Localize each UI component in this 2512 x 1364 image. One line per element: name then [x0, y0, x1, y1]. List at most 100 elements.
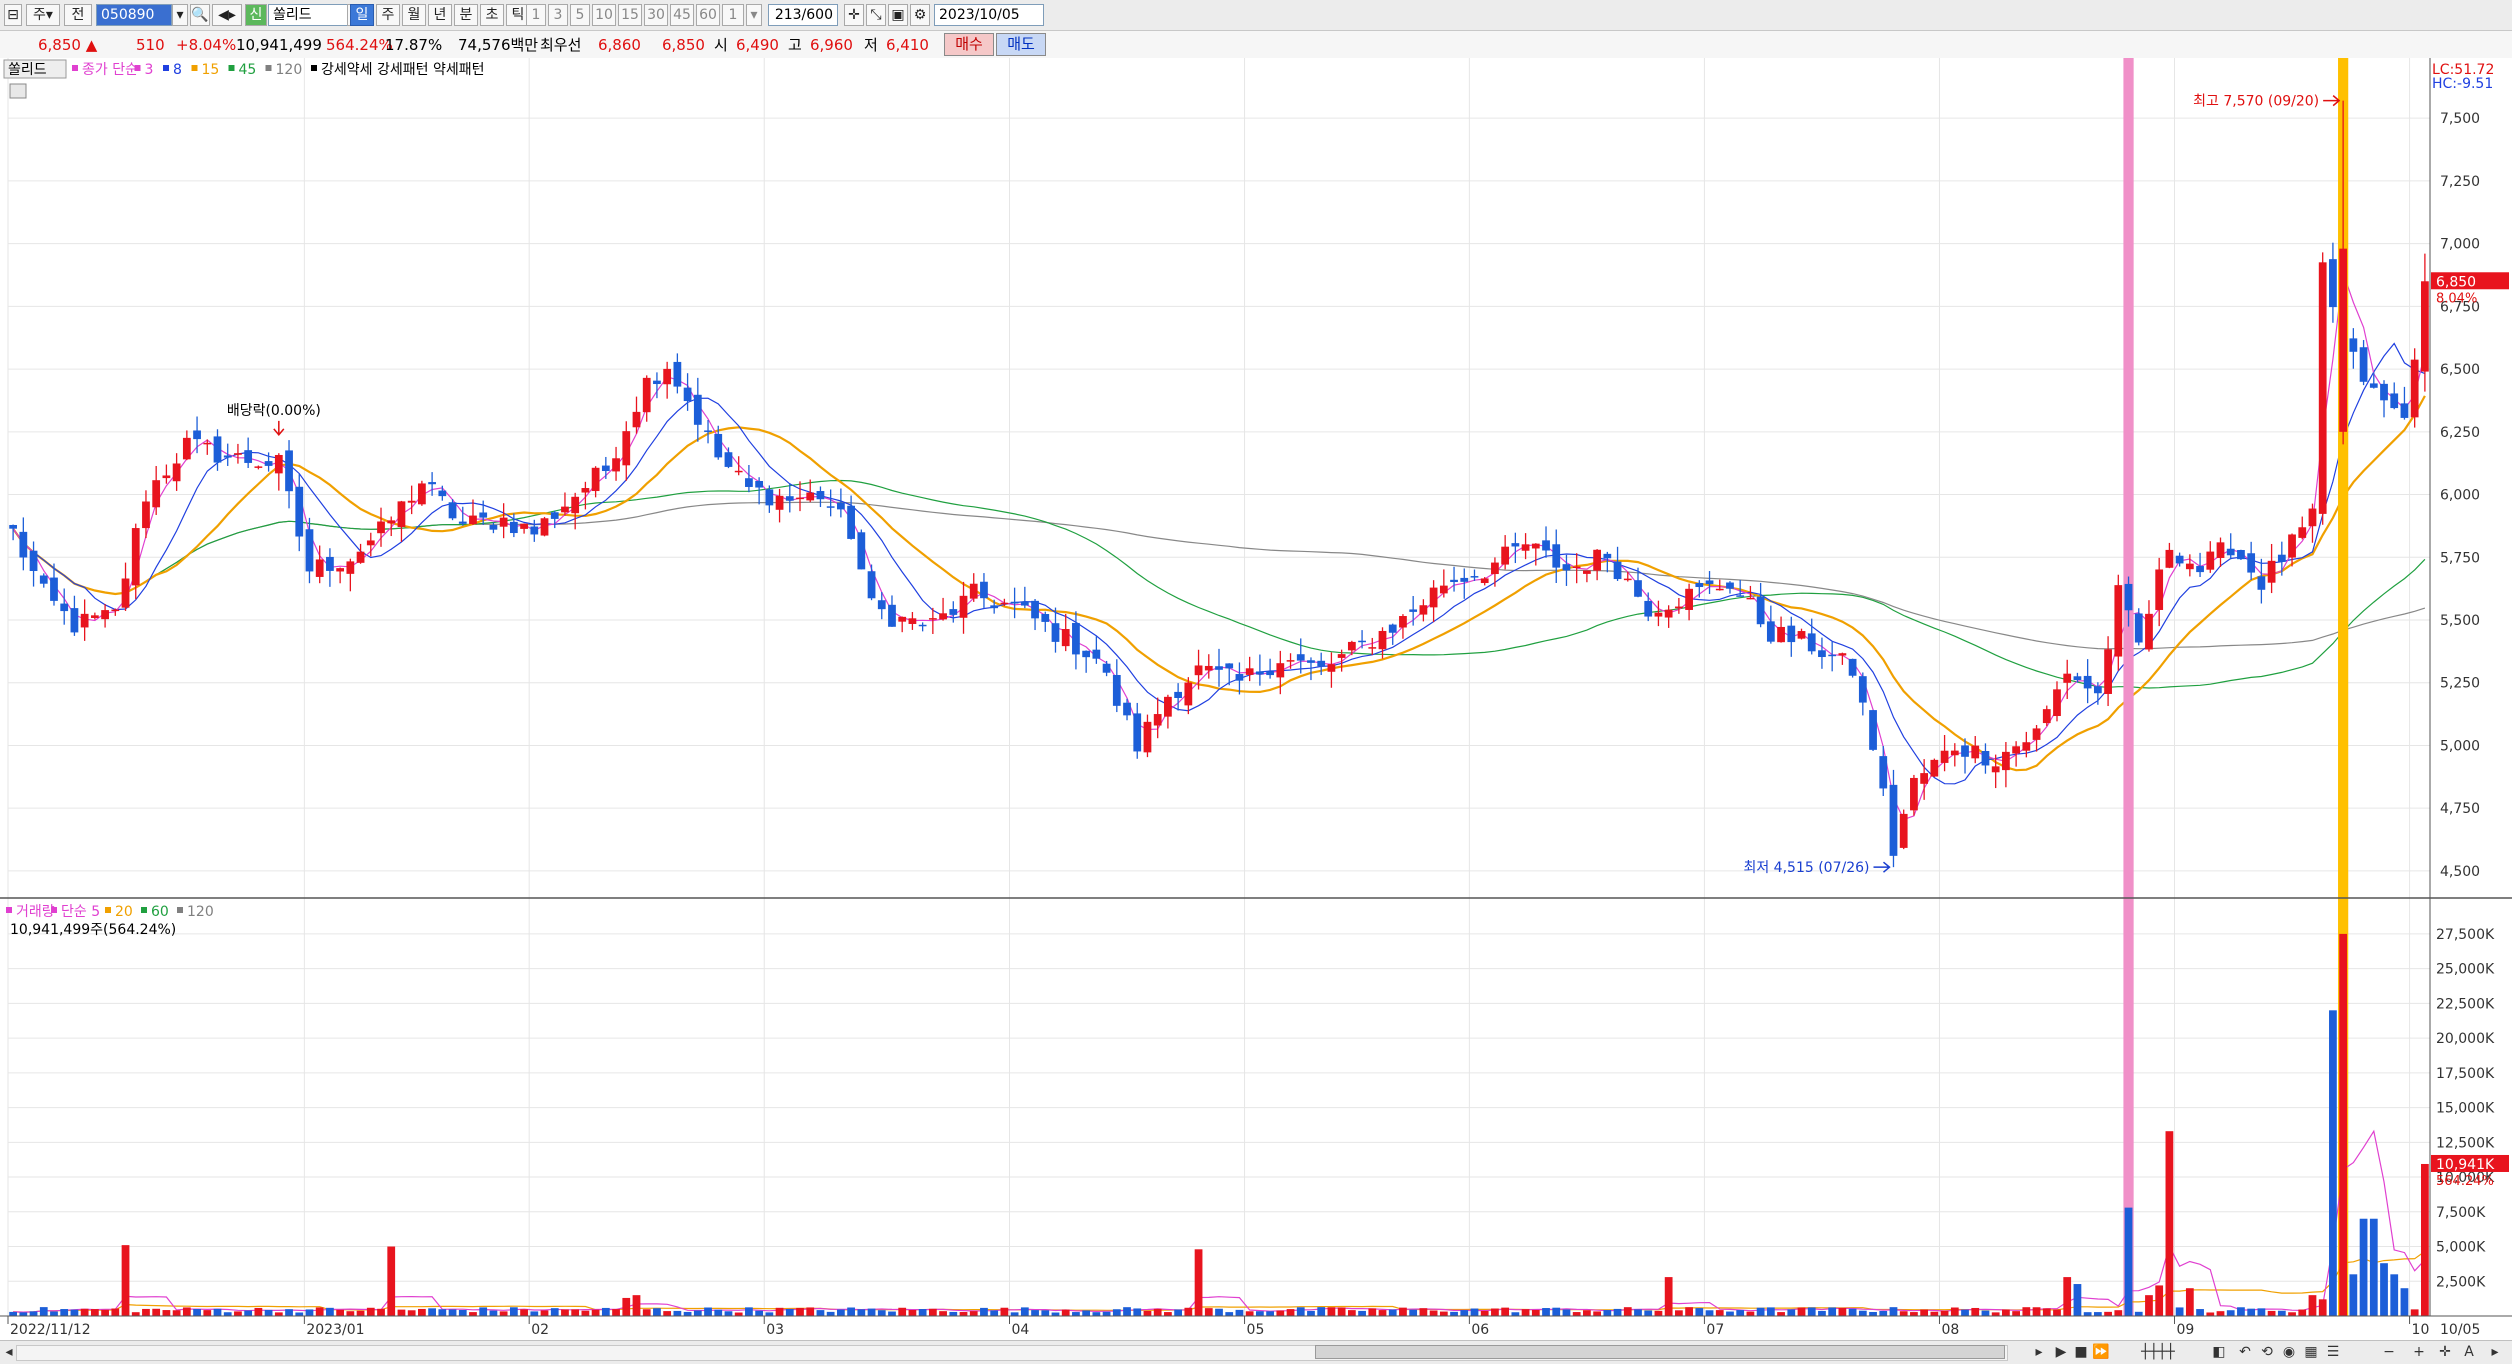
stock-chart[interactable]: 7,500 7,250 7,000 6,750 6,500 6,250 6,000 5,750…	[0, 58, 2512, 1340]
highlight-bars	[2123, 58, 2349, 1316]
crosshair-toggle-icon[interactable]: ✛	[2439, 1344, 2451, 1360]
candle-body	[898, 616, 907, 622]
volume-bar	[1051, 1312, 1060, 1316]
candle-body	[101, 610, 109, 620]
volume-bar	[479, 1307, 488, 1316]
volume-bar	[1552, 1307, 1561, 1316]
candle-body	[1797, 631, 1806, 639]
text-tool-icon[interactable]: A	[2464, 1344, 2474, 1360]
volume-bar	[2421, 1163, 2429, 1316]
price-change: 510	[136, 36, 165, 54]
type-select[interactable]: 주▾	[26, 4, 60, 26]
x-axis-tick: 03	[766, 1322, 784, 1338]
candle-body	[1031, 600, 1039, 619]
stop-icon[interactable]: ■	[2074, 1344, 2088, 1360]
list-icon[interactable]: ☰	[2326, 1344, 2340, 1360]
period-second-button[interactable]: 초	[480, 4, 504, 26]
save-icon[interactable]: ▣	[888, 4, 908, 26]
candle-body	[1286, 660, 1295, 662]
reset-icon[interactable]: ⟲	[2261, 1344, 2273, 1360]
volume-bar	[1204, 1308, 1213, 1316]
candle-body	[264, 461, 273, 466]
volume-bar	[959, 1312, 968, 1316]
volume-bar	[601, 1307, 610, 1316]
volume-bar	[908, 1310, 917, 1316]
jeon-button[interactable]: 전	[64, 4, 92, 26]
volume-bar	[1010, 1312, 1019, 1316]
candle-body	[50, 577, 58, 601]
candle-body	[1184, 682, 1193, 706]
minute-option-30[interactable]: 30	[644, 4, 668, 26]
volume-bar	[1266, 1311, 1274, 1316]
window-menu-icon[interactable]: ⊟	[4, 4, 22, 26]
period-minute-button[interactable]: 분	[454, 4, 478, 26]
candle-body	[2155, 569, 2164, 610]
minute-option-15[interactable]: 15	[618, 4, 642, 26]
interval-value[interactable]: 1	[722, 4, 744, 26]
period-week-button[interactable]: 주	[376, 4, 400, 26]
scroll-thumb[interactable]	[1315, 1345, 2005, 1359]
volume-bar	[1460, 1310, 1469, 1316]
undo-icon[interactable]: ↶	[2239, 1344, 2251, 1360]
minute-option-45[interactable]: 45	[670, 4, 694, 26]
interval-dropdown-icon[interactable]: ▾	[746, 4, 762, 26]
volume-bar	[336, 1309, 345, 1316]
minute-option-3[interactable]: 3	[548, 4, 568, 26]
minute-option-10[interactable]: 10	[592, 4, 616, 26]
zoom-slider[interactable]: ┼┼┼┼	[2141, 1344, 2175, 1360]
minute-option-1[interactable]: 1	[526, 4, 546, 26]
code-dropdown-icon[interactable]: ▾	[172, 4, 188, 26]
current-volume-tag-box	[2431, 1154, 2509, 1172]
x-axis-tick: 2023/01	[306, 1322, 364, 1338]
volume-bar	[2042, 1308, 2051, 1316]
scroll-left-icon[interactable]: ◂	[5, 1344, 13, 1360]
stock-name-field[interactable]: 쏠리드	[268, 4, 348, 26]
period-month-button[interactable]: 월	[402, 4, 426, 26]
arrows-icon[interactable]: ⤡	[866, 4, 886, 26]
minute-option-5[interactable]: 5	[570, 4, 590, 26]
period-year-button[interactable]: 년	[428, 4, 452, 26]
zoom-in-icon[interactable]: +	[2413, 1344, 2425, 1360]
period-day-button[interactable]: 일	[350, 4, 374, 26]
y-axis-background	[2430, 58, 2512, 1340]
candle-body	[1950, 750, 1959, 756]
chart-type-icon[interactable]: ▦	[2304, 1344, 2318, 1360]
volume-axis-tick: 2,500K	[2436, 1274, 2486, 1290]
camera-icon[interactable]: ◉	[2282, 1344, 2296, 1360]
candle-body	[2410, 359, 2419, 418]
volume-bar	[1358, 1310, 1366, 1316]
fast-forward-icon[interactable]: ⏩	[2092, 1344, 2110, 1360]
volume-axis-tick: 17,500K	[2436, 1066, 2495, 1082]
volume-bar	[213, 1308, 222, 1316]
minute-option-60[interactable]: 60	[696, 4, 720, 26]
scroll-thumb-icon[interactable]: ◧	[2212, 1344, 2226, 1360]
sell-button[interactable]: 매도	[996, 33, 1046, 56]
stock-code-input[interactable]: 050890	[96, 4, 172, 26]
scroll-end-icon[interactable]: ▸	[2491, 1344, 2499, 1360]
settings-gear-icon[interactable]: ⚙	[910, 4, 930, 26]
price-axis-tick: 4,750	[2440, 801, 2480, 817]
play-icon[interactable]: ▶	[2055, 1344, 2067, 1360]
scroll-right-icon[interactable]: ▸	[2035, 1344, 2043, 1360]
buy-button[interactable]: 매수	[944, 33, 994, 56]
candle-body	[1583, 570, 1591, 574]
x-axis-tick: 07	[1706, 1322, 1724, 1338]
date-field[interactable]: 2023/10/05	[934, 4, 1044, 26]
volume-bar	[2400, 1288, 2409, 1316]
count-field[interactable]: 213/600	[768, 4, 838, 26]
candle-body	[1061, 629, 1070, 647]
chart-background	[0, 58, 2512, 1340]
change-arrow-icon: ▲	[85, 36, 98, 54]
volume-bar	[2288, 1312, 2296, 1316]
prev-next-icon[interactable]: ◀▸	[212, 4, 242, 26]
dividend-annotation: 배당락(0.00%)	[227, 403, 321, 419]
search-icon[interactable]: 🔍	[190, 4, 210, 26]
zoom-out-icon[interactable]: −	[2383, 1344, 2395, 1360]
candle-body	[663, 368, 672, 385]
candle-body	[1020, 601, 1029, 606]
candle-body	[2042, 709, 2051, 724]
candle-body	[377, 521, 385, 534]
crosshair-icon[interactable]: ✛	[844, 4, 864, 26]
volume-bar	[571, 1309, 580, 1316]
volume-bar	[1613, 1308, 1622, 1316]
